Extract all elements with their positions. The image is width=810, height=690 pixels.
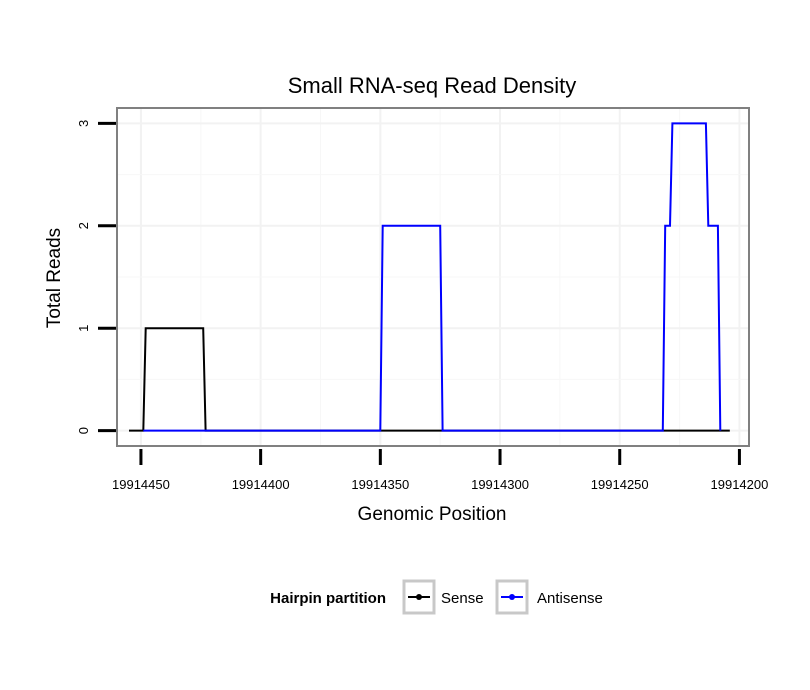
y-axis: 0 1 2 3 — [76, 120, 116, 434]
legend-point-antisense — [509, 594, 515, 600]
y-axis-title: Total Reads — [44, 228, 65, 328]
x-tick-label: 19914400 — [232, 477, 290, 492]
x-tick-label: 19914200 — [711, 477, 769, 492]
x-axis: 19914450 19914400 19914350 19914300 19914250… — [112, 449, 768, 492]
legend-entry-antisense: Antisense — [495, 579, 603, 615]
plot-border — [116, 107, 750, 447]
y-tick-label: 0 — [76, 427, 91, 434]
series-group — [129, 122, 730, 432]
legend: Hairpin partition Sense Antisense — [270, 579, 603, 615]
legend-entry-sense: Sense — [402, 579, 484, 615]
x-tick-label: 19914450 — [112, 477, 170, 492]
series-line-antisense — [143, 122, 722, 432]
y-tick-label: 3 — [76, 120, 91, 127]
legend-title: Hairpin partition — [270, 590, 386, 607]
y-tick-label: 2 — [76, 222, 91, 229]
legend-label-antisense: Antisense — [537, 590, 603, 607]
legend-point-sense — [416, 594, 422, 600]
x-tick-label: 19914300 — [471, 477, 529, 492]
x-axis-title: Genomic Position — [358, 504, 507, 525]
y-tick-label: 1 — [76, 325, 91, 332]
x-tick-label: 19914350 — [351, 477, 409, 492]
x-tick-label: 19914250 — [591, 477, 649, 492]
grid-lines — [117, 108, 749, 446]
chart-title: Small RNA-seq Read Density — [288, 73, 577, 98]
legend-label-sense: Sense — [441, 590, 484, 607]
